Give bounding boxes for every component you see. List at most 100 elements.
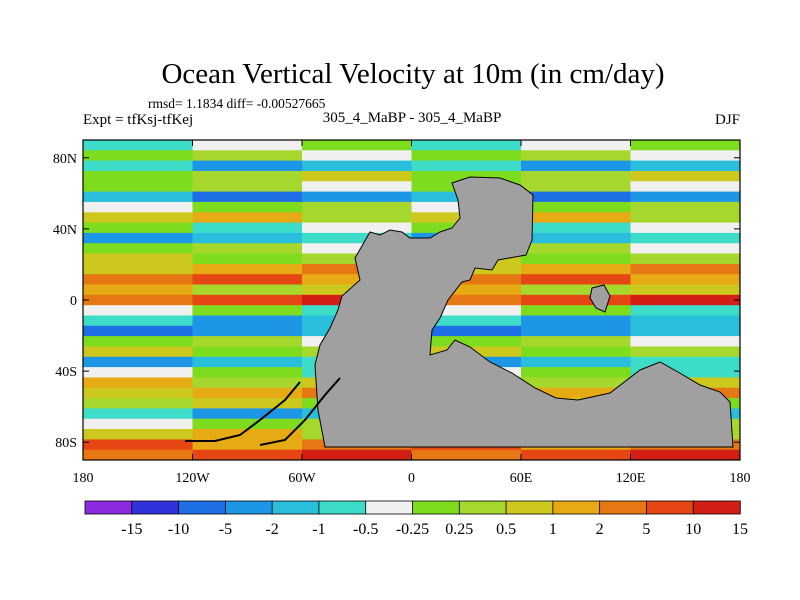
field-cell xyxy=(302,181,412,193)
colorbar-label: 0.5 xyxy=(496,521,516,538)
field-cell xyxy=(521,367,631,378)
stats-line: rmsd= 1.1834 diff= -0.00527665 xyxy=(148,96,326,111)
field-cell xyxy=(630,191,741,203)
field-cell xyxy=(192,253,303,265)
field-cell xyxy=(192,449,303,461)
field-cell xyxy=(83,398,193,409)
colorbar-label: 1 xyxy=(549,521,557,538)
field-cell xyxy=(192,222,303,234)
island-arc-west xyxy=(185,381,301,442)
field-cell xyxy=(521,387,631,399)
colorbar-box xyxy=(646,500,694,515)
field-cell xyxy=(302,201,412,213)
field-cell xyxy=(192,284,303,296)
field-cell xyxy=(83,140,193,151)
field-cell xyxy=(192,367,303,378)
y-tick-label: 80S xyxy=(55,436,77,451)
field-cell xyxy=(302,449,412,461)
field-cell xyxy=(630,367,741,378)
colorbar-box xyxy=(692,500,741,515)
land-mass-pangaea xyxy=(314,176,734,448)
field-cell xyxy=(302,274,412,285)
colorbar-label: 10 xyxy=(685,521,701,538)
field-cell xyxy=(192,439,303,451)
field-cell xyxy=(192,315,303,327)
field-cell xyxy=(192,212,303,224)
field-cell xyxy=(192,398,303,409)
field-cell xyxy=(521,140,631,151)
x-axis: 180 120W 60W 0 60E 120E 180 xyxy=(73,140,751,486)
x-tick-label: 0 xyxy=(408,471,415,486)
field-cell xyxy=(192,346,303,358)
field-cell xyxy=(192,201,303,213)
field-cell xyxy=(521,377,631,389)
field-cell xyxy=(630,305,741,316)
island-east xyxy=(589,284,611,313)
field-cell xyxy=(521,201,631,213)
field-cell xyxy=(630,449,741,461)
colorbar-box xyxy=(365,500,414,515)
field-cell xyxy=(192,294,303,306)
field-cell xyxy=(192,160,303,172)
x-tick-label: 180 xyxy=(73,471,94,486)
field-cell xyxy=(630,181,741,193)
field-cell xyxy=(192,274,303,285)
colorbar-box xyxy=(271,500,320,515)
colorbar-box xyxy=(505,500,554,515)
field-cell xyxy=(630,201,741,213)
field-cell xyxy=(302,150,412,162)
field-cell xyxy=(302,140,412,151)
field-cell xyxy=(83,284,193,296)
field-cell xyxy=(521,232,631,244)
field-cell xyxy=(83,336,193,347)
field-cell xyxy=(630,232,741,244)
field-cell xyxy=(192,408,303,420)
field-cell xyxy=(192,181,303,193)
island-arc-south xyxy=(259,377,341,446)
field-cell xyxy=(83,171,193,182)
field-cell xyxy=(521,284,631,296)
field-cell xyxy=(630,253,741,265)
colorbar-box xyxy=(412,500,460,515)
field-cell xyxy=(630,140,741,151)
colorbar-label: -15 xyxy=(121,521,142,538)
field-cell xyxy=(83,201,193,213)
field-cell xyxy=(630,284,741,296)
field-cell xyxy=(192,325,303,337)
field-cell xyxy=(521,171,631,182)
season-label: DJF xyxy=(715,112,740,128)
field-cell xyxy=(83,212,193,224)
x-tick-label: 120E xyxy=(616,471,646,486)
field-cell xyxy=(302,263,412,275)
colorbar-box xyxy=(178,500,227,515)
field-cell xyxy=(521,243,631,254)
field-cell xyxy=(192,140,303,151)
colorbar-label: -1 xyxy=(312,521,325,538)
x-tick-label: 180 xyxy=(730,471,751,486)
field-cell xyxy=(83,356,193,368)
colorbar-box xyxy=(458,500,507,515)
field-cell xyxy=(83,408,193,420)
colorbar-label: -0.5 xyxy=(353,521,378,538)
colorbar-box xyxy=(318,500,367,515)
field-cell xyxy=(630,274,741,285)
field-cell xyxy=(521,253,631,265)
field-cell xyxy=(411,171,522,182)
field-cell xyxy=(83,294,193,306)
field-cell xyxy=(411,294,522,306)
field-cell xyxy=(630,263,741,275)
field-cell xyxy=(521,160,631,172)
field-cell xyxy=(192,263,303,275)
field-cell xyxy=(411,284,522,296)
field-cell xyxy=(192,336,303,347)
field-cell xyxy=(83,439,193,451)
field-cell xyxy=(83,253,193,265)
y-tick-label: 0 xyxy=(70,294,77,309)
field-cell xyxy=(83,191,193,203)
field-cell xyxy=(411,336,522,347)
x-tick-label: 60E xyxy=(510,471,533,486)
chart-title: Ocean Vertical Velocity at 10m (in cm/da… xyxy=(161,58,664,90)
colorbar-label: -2 xyxy=(265,521,278,538)
field-cell xyxy=(302,212,412,224)
field-cell xyxy=(411,150,522,162)
